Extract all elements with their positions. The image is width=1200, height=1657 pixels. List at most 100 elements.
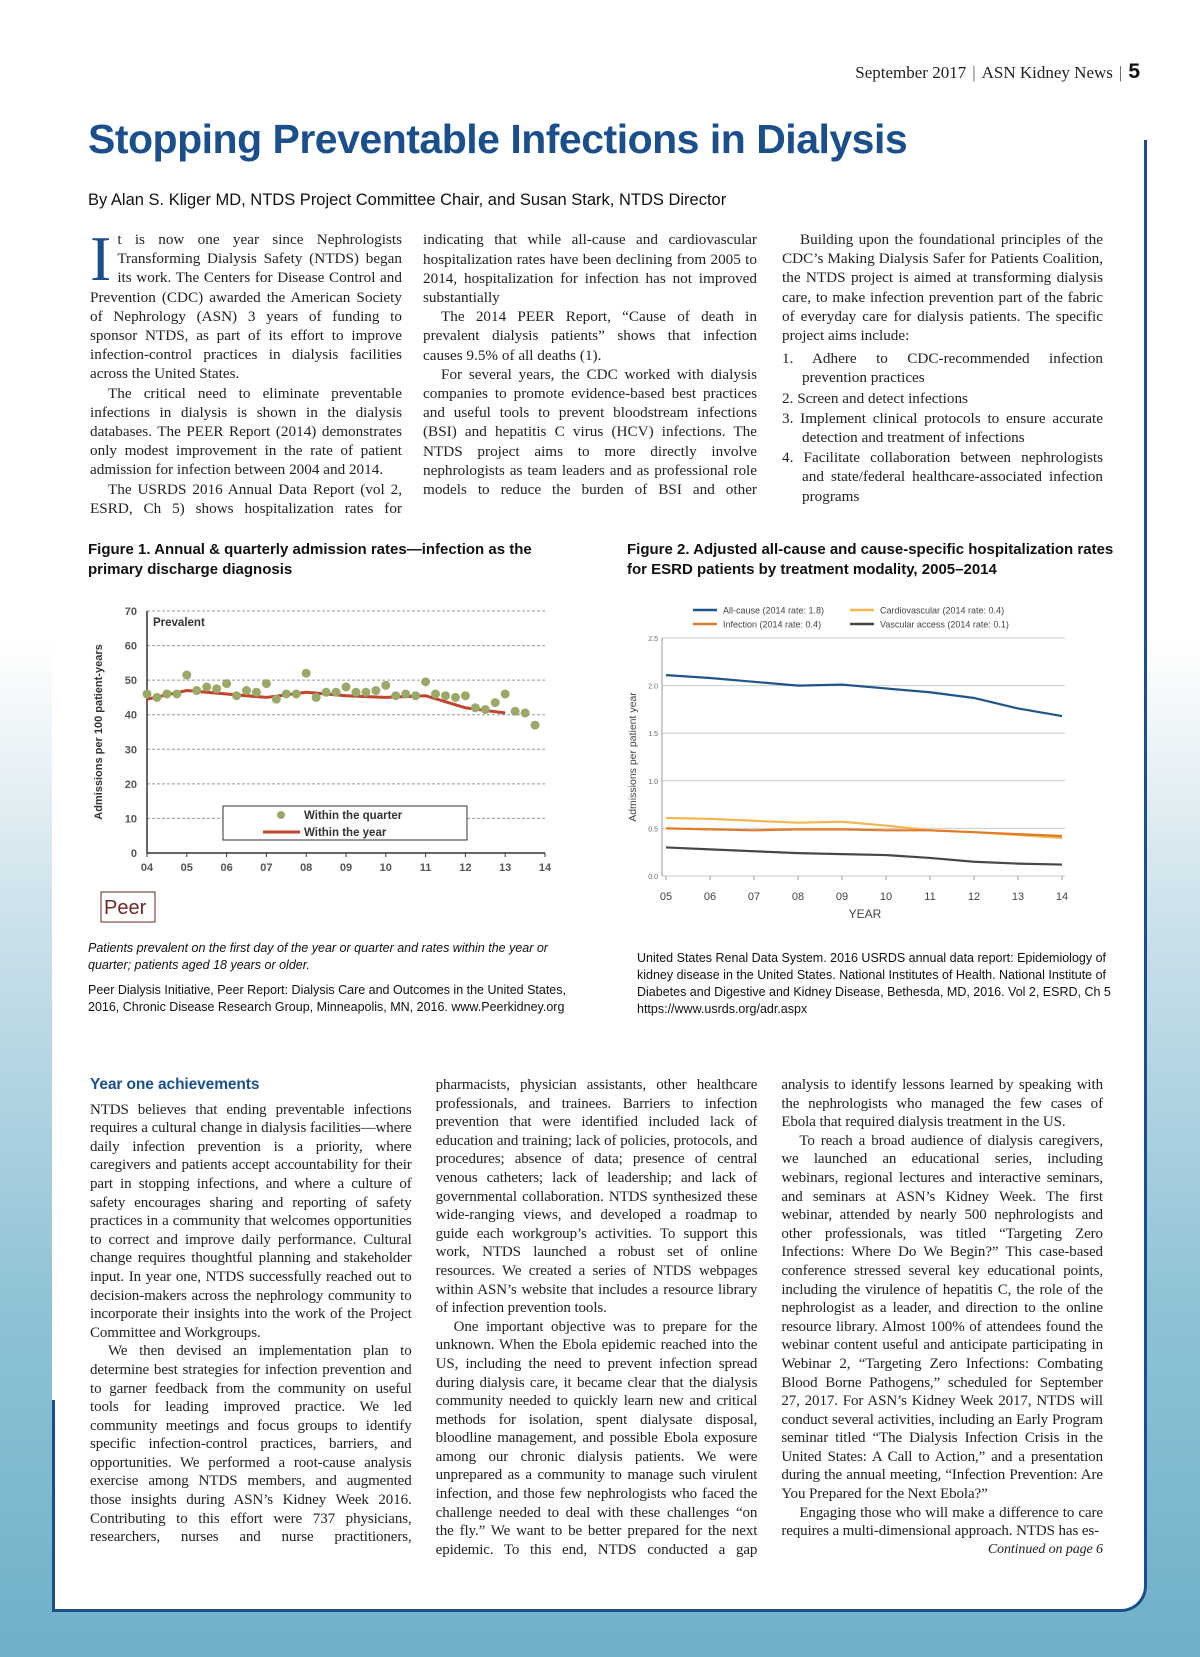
peer-logo-text: Peer [104, 897, 147, 919]
aim-item: 4. Facilitate collaboration between neph… [782, 449, 1103, 505]
figure1-caption: Figure 1. Annual & quarterly admission r… [88, 541, 532, 578]
data-point-within-the-quarter [162, 689, 172, 699]
y-tick-label: 0.5 [648, 826, 658, 833]
intro-column-3: Building upon the foundational principle… [782, 230, 1103, 507]
data-point-within-the-quarter [182, 670, 192, 680]
data-point-within-the-quarter [500, 689, 510, 699]
data-point-within-the-quarter [222, 679, 232, 689]
figure2-source: United States Renal Data System. 2016 US… [637, 951, 1111, 1016]
publication-name: ASN Kidney News [981, 63, 1113, 82]
paragraph: The USRDS 2016 Annual Data Report (vol 2… [90, 480, 402, 517]
paragraph: The critical need to eliminate preventab… [90, 384, 402, 479]
intro-column-2: The USRDS 2016 Annual Data Report (vol 2… [423, 230, 757, 500]
data-point-within-the-quarter [470, 703, 480, 713]
x-tick-label: 04 [141, 862, 154, 874]
legend-label: All-cause (2014 rate: 1.8) [723, 606, 824, 616]
data-point-within-the-quarter [450, 692, 460, 702]
data-point-within-the-quarter [261, 679, 271, 689]
drop-cap: I [90, 223, 112, 294]
series-line [665, 674, 1063, 718]
x-tick-label: 05 [181, 862, 193, 874]
x-tick-label: 11 [420, 862, 432, 874]
data-point-within-the-quarter [271, 694, 281, 704]
continued-link[interactable]: Continued on page 6 [987, 1541, 1103, 1557]
legend-label: Within the quarter [304, 810, 403, 822]
data-point-within-the-quarter [431, 689, 441, 699]
paragraph: The 2014 PEER Report, “Cause of death in… [423, 308, 757, 364]
data-point-within-the-quarter [361, 687, 371, 697]
data-point-within-the-quarter [530, 720, 540, 730]
y-tick-label: 40 [125, 710, 137, 722]
article-frame-left [52, 1400, 55, 1612]
data-point-within-the-quarter [460, 691, 470, 701]
data-point-within-the-quarter [212, 684, 222, 694]
legend-marker-quarter [277, 811, 285, 819]
data-point-within-the-quarter [401, 689, 411, 699]
aim-item: 3. Implement clinical protocols to ensur… [782, 409, 1103, 447]
data-point-within-the-quarter [490, 698, 500, 708]
x-tick-label: 12 [459, 862, 471, 874]
y-tick-label: 2.0 [648, 684, 658, 691]
y-tick-label: 1.5 [648, 731, 658, 738]
figure1-chart: 0 10 20 30 40 50 60 70 04 05 06 07 08 09 10 11 12 13 14 Pre… [93, 606, 552, 923]
y-tick-label: 0.0 [648, 874, 658, 881]
data-point-within-the-quarter [480, 705, 490, 715]
data-point-within-the-quarter [202, 682, 212, 692]
y-axis-title: Admissions per 100 patient-years [93, 644, 105, 819]
x-tick-label: 09 [836, 891, 848, 903]
legend-label: Vascular access (2014 rate: 0.1) [880, 620, 1009, 630]
x-tick-label: 07 [260, 862, 272, 874]
paragraph: For several years, the CDC worked with d… [423, 365, 757, 499]
figure2-chart: 0.0 0.5 1.0 1.5 2.0 2.5 05 06 07 08 09 10 11 12 13 14 YE… [627, 606, 1068, 921]
data-point-within-the-quarter [381, 680, 391, 690]
paragraph: Building upon the foundational principle… [782, 231, 1103, 345]
data-point-within-the-quarter [351, 687, 361, 697]
y-tick-label: 60 [125, 641, 137, 653]
page-header: September 2017 | ASN Kidney News | 5 [855, 60, 1140, 83]
figure1-note: Patients prevalent on the first day of t… [88, 941, 548, 972]
y-tick-label: 70 [125, 606, 137, 618]
figure1-notes: Patients prevalent on the first day of t… [88, 940, 588, 1016]
x-tick-label: 08 [792, 891, 804, 903]
data-point-within-the-quarter [251, 687, 261, 697]
aim-item: 1. Adhere to CDC-recommended infection p… [782, 350, 1103, 387]
project-aims-list: 1. Adhere to CDC-recommended infection p… [782, 349, 1103, 506]
y-tick-label: 20 [125, 779, 137, 791]
x-tick-label: 06 [220, 862, 232, 874]
data-point-within-the-quarter [371, 686, 381, 696]
data-point-within-the-quarter [142, 689, 152, 699]
x-tick-label: 13 [1012, 891, 1024, 903]
paragraph: The USRDS 2016 Annual Data Report (vol 2… [423, 231, 757, 307]
byline: By Alan S. Kliger MD, NTDS Project Commi… [88, 191, 727, 209]
issue-date: September 2017 [855, 63, 967, 82]
x-tick-label: 10 [380, 862, 392, 874]
paragraph: To reach a broad audience of dialysis ca… [781, 1132, 1103, 1503]
data-point-within-the-quarter [172, 689, 182, 699]
aim-item: 2. Screen and detect infections [782, 389, 968, 407]
data-point-within-the-quarter [152, 692, 162, 702]
y-tick-label: 0 [131, 848, 137, 860]
page-number: 5 [1128, 60, 1140, 83]
data-point-within-the-quarter [291, 689, 301, 699]
series-line [665, 846, 1063, 866]
x-tick-label: 13 [499, 862, 511, 874]
data-point-within-the-quarter [520, 708, 530, 718]
peer-logo [100, 891, 156, 923]
data-point-within-the-quarter [341, 682, 351, 692]
data-point-within-the-quarter [281, 689, 291, 699]
x-tick-label: 05 [660, 891, 672, 903]
y-tick-label: 2.5 [648, 636, 658, 643]
paragraph: Engaging those who will make a differenc… [781, 1504, 1103, 1540]
y-tick-label: 50 [125, 675, 137, 687]
x-tick-label: 09 [340, 862, 352, 874]
paragraph: One important objective was to prepare f… [435, 1077, 1103, 1558]
data-point-within-the-quarter [391, 691, 401, 701]
data-point-within-the-quarter [301, 668, 311, 678]
data-point-within-the-quarter [192, 686, 202, 696]
paragraph: We then devised an implementation plan t… [90, 1077, 758, 1546]
figure2-caption: Figure 2. Adjusted all-cause and cause-s… [627, 541, 1114, 578]
legend-label: Cardiovascular (2014 rate: 0.4) [880, 606, 1004, 616]
x-axis-title: YEAR [849, 907, 882, 920]
data-point-within-the-quarter [411, 691, 421, 701]
